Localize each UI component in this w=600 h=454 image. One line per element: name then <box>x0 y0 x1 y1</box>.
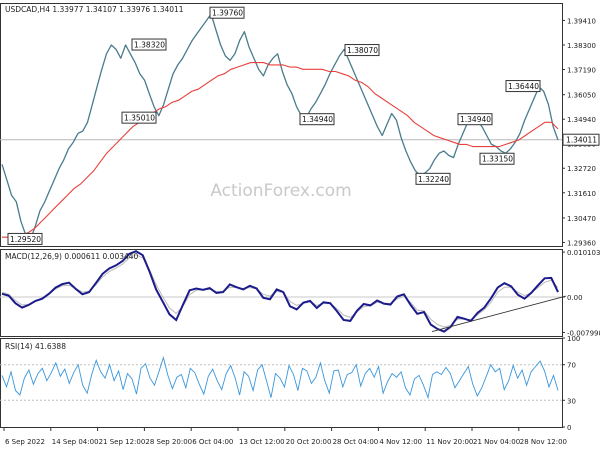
current-price-tag: 1.34011 <box>562 133 600 146</box>
annotation-box <box>415 172 451 185</box>
annotation-box <box>299 113 335 126</box>
annotation-box <box>209 6 245 19</box>
price-axis-label: 1.31610 <box>567 190 596 198</box>
rsi-line <box>1 355 559 400</box>
macd-axis-label: 0.00 <box>567 294 583 302</box>
macd-axis-label: 0.010103 <box>567 249 600 257</box>
annotation-label: 1.34940 <box>460 115 491 124</box>
time-axis-label: 28 Oct 04:00 <box>333 438 379 446</box>
current-price-label: 1.34011 <box>566 136 597 145</box>
time-axis-label: 28 Sep 20:00 <box>145 438 192 446</box>
time-axis-label: 21 Nov 04:00 <box>473 438 520 446</box>
price-axis-label: 1.38300 <box>567 42 596 50</box>
annotation-box <box>505 80 541 93</box>
current-price-tag-box <box>562 133 600 146</box>
macd-main-line <box>1 250 559 333</box>
price-axis-label: 1.37190 <box>567 66 596 74</box>
macd-trendline <box>431 295 567 332</box>
annotation-box <box>479 152 515 165</box>
macd-axis-label: -0.007998 <box>567 329 600 337</box>
time-axis-label: 14 Sep 04:00 <box>52 438 99 446</box>
annotation-label: 1.38320 <box>134 41 165 50</box>
time-axis-label: 28 Nov 12:00 <box>520 438 567 446</box>
annotation-label: 1.33150 <box>482 155 513 164</box>
time-axis-label: 20 Oct 20:00 <box>286 438 332 446</box>
rsi-panel-frame <box>0 338 563 428</box>
annotation-label: 1.38070 <box>347 46 378 55</box>
annotation-label: 1.34940 <box>302 115 333 124</box>
rsi-series-group <box>1 355 559 400</box>
price-annotations: 1.29520 1.38320 1.35010 1.39760 1.34940 1.380… <box>7 6 541 245</box>
macd-panel-title: MACD(12,26,9) 0.000611 0.003440 <box>5 252 139 261</box>
price-series-line <box>1 13 559 241</box>
annotation-box <box>457 113 493 126</box>
price-axis-label: 1.32720 <box>567 165 596 173</box>
annotation-label: 1.39760 <box>212 9 243 18</box>
macd-panel-frame <box>0 249 563 337</box>
price-axis-label: 1.34940 <box>567 116 596 124</box>
annotation-label: 1.36440 <box>508 82 539 91</box>
moving-average-line <box>2 62 559 238</box>
annotation-box <box>131 38 167 51</box>
price-series-group <box>1 13 559 241</box>
time-axis-label: 4 Nov 12:00 <box>379 438 422 446</box>
price-axis-label: 1.30470 <box>567 215 596 223</box>
rsi-panel: 100 70 30 0 RSI(14) 41.6388 <box>0 335 580 432</box>
price-axis-label: 1.29360 <box>567 239 596 247</box>
annotation-label: 1.35010 <box>124 114 155 123</box>
annotation-label: 1.29520 <box>10 235 41 244</box>
rsi-axis-label: 0 <box>567 424 571 432</box>
rsi-axis-label: 100 <box>567 335 580 343</box>
annotation-box <box>7 232 43 245</box>
annotation-box <box>121 111 157 124</box>
price-panel-title: USDCAD,H4 1.33977 1.34107 1.33976 1.3401… <box>5 5 184 14</box>
price-axis-label: 1.39410 <box>567 17 596 25</box>
rsi-axis-label: 70 <box>567 362 576 370</box>
rsi-axis: 100 70 30 0 <box>0 335 580 432</box>
time-axis-label: 21 Sep 12:00 <box>99 438 146 446</box>
price-panel: ActionForex.com 1.39410 1.38300 1.37190 1.3… <box>0 3 600 247</box>
price-axis-label: 1.36050 <box>567 92 596 100</box>
time-axis-label: 11 Nov 20:00 <box>426 438 473 446</box>
annotation-box <box>344 44 380 57</box>
price-panel-frame <box>0 3 563 247</box>
time-axis-label: 13 Oct 12:00 <box>239 438 285 446</box>
rsi-panel-title: RSI(14) 41.6388 <box>5 342 66 351</box>
time-axis: 6 Sep 2022 14 Sep 04:00 21 Sep 12:00 28 Sep… <box>3 427 567 446</box>
macd-series-group <box>1 250 567 333</box>
macd-panel: 0.010103 0.00 -0.007998 MACD(12,26,9) 0.00… <box>0 249 600 337</box>
rsi-axis-label: 30 <box>567 397 576 405</box>
watermark: ActionForex.com <box>210 181 351 201</box>
annotation-label: 1.32240 <box>418 175 449 184</box>
time-axis-label: 6 Sep 2022 <box>5 438 45 446</box>
time-axis-label: 6 Oct 04:00 <box>192 438 233 446</box>
